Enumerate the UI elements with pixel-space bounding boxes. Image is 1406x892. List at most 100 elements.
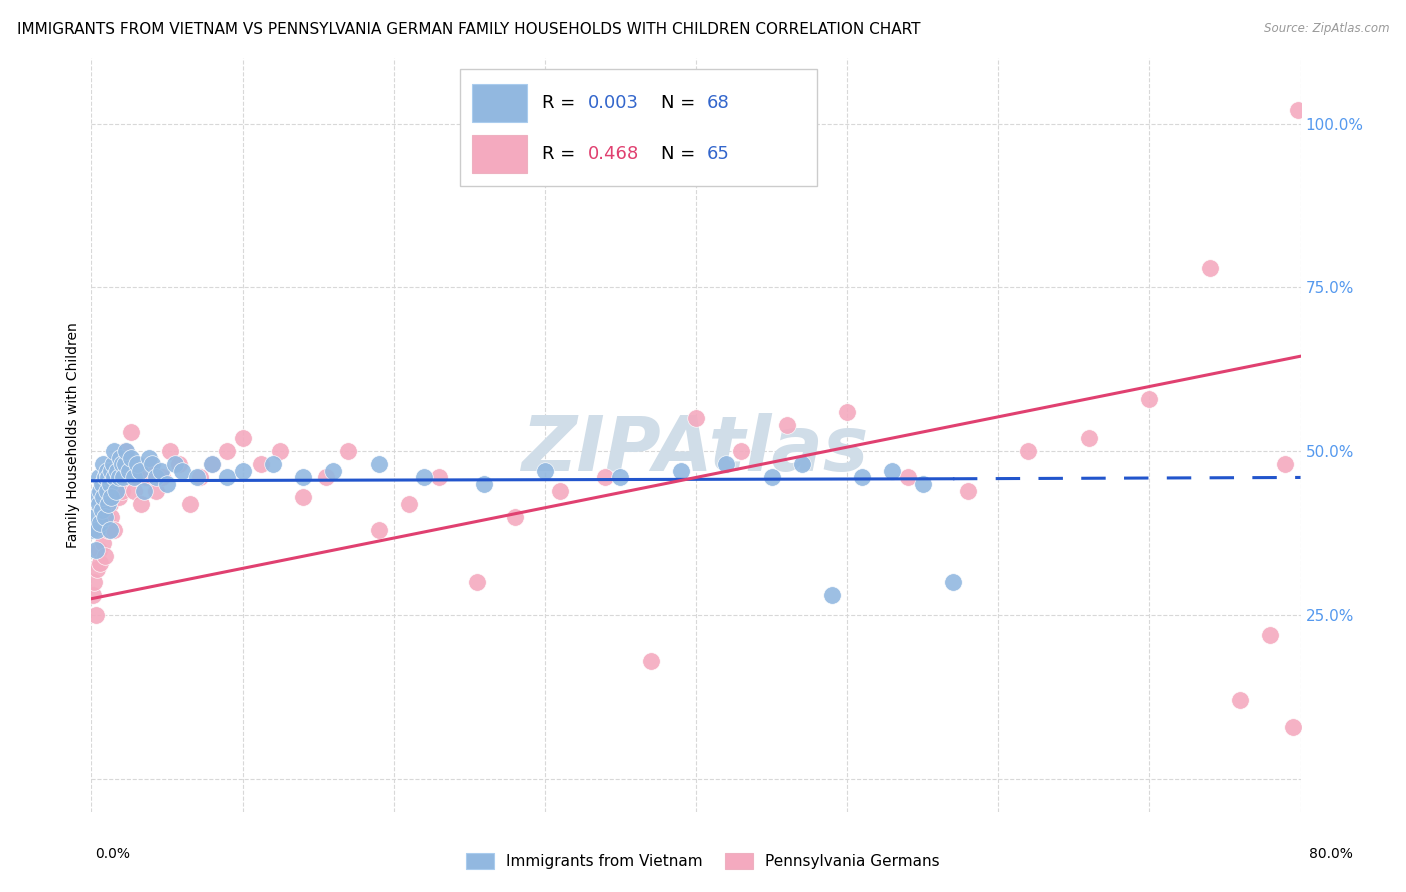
Point bbox=[217, 444, 239, 458]
Point bbox=[93, 458, 115, 472]
Point bbox=[100, 464, 122, 478]
Point bbox=[262, 458, 284, 472]
Point bbox=[107, 490, 129, 504]
Point bbox=[427, 470, 450, 484]
Point bbox=[167, 458, 190, 472]
Point bbox=[125, 458, 148, 472]
Point bbox=[118, 464, 141, 478]
Point bbox=[413, 470, 436, 484]
Point bbox=[115, 444, 138, 458]
Point bbox=[111, 458, 132, 472]
Point bbox=[292, 470, 315, 484]
Point bbox=[89, 516, 111, 531]
Text: 0.468: 0.468 bbox=[588, 145, 640, 162]
Point bbox=[96, 483, 118, 498]
Point bbox=[139, 458, 162, 472]
Point bbox=[141, 458, 163, 472]
Point bbox=[956, 483, 979, 498]
Point bbox=[98, 497, 121, 511]
Point bbox=[163, 458, 186, 472]
Point bbox=[135, 470, 157, 484]
Point bbox=[172, 464, 194, 478]
Point bbox=[1018, 444, 1040, 458]
Point bbox=[87, 542, 110, 557]
Point bbox=[911, 477, 934, 491]
Point bbox=[125, 470, 148, 484]
Point bbox=[1198, 260, 1220, 275]
Point bbox=[159, 444, 181, 458]
Text: 80.0%: 80.0% bbox=[1309, 847, 1353, 861]
Point bbox=[101, 483, 124, 498]
Point bbox=[367, 458, 389, 472]
Point bbox=[105, 464, 128, 478]
Point bbox=[609, 470, 631, 484]
Point bbox=[776, 417, 799, 432]
Point bbox=[835, 405, 858, 419]
Point bbox=[1282, 719, 1305, 733]
Point bbox=[128, 464, 150, 478]
Point bbox=[104, 483, 127, 498]
Text: R =: R = bbox=[543, 145, 582, 162]
Point bbox=[97, 470, 120, 484]
Point bbox=[595, 470, 617, 484]
Point bbox=[87, 470, 110, 484]
Point bbox=[367, 523, 389, 537]
Point bbox=[201, 458, 224, 472]
Point bbox=[730, 444, 752, 458]
Point bbox=[117, 470, 139, 484]
Point bbox=[134, 483, 156, 498]
Point bbox=[94, 470, 117, 484]
Point bbox=[114, 444, 136, 458]
Point bbox=[337, 444, 360, 458]
Text: 68: 68 bbox=[707, 95, 730, 112]
Point bbox=[89, 556, 111, 570]
Point bbox=[152, 470, 174, 484]
Point bbox=[107, 470, 129, 484]
Point bbox=[503, 509, 526, 524]
Text: N =: N = bbox=[661, 145, 702, 162]
Text: N =: N = bbox=[661, 95, 702, 112]
Point bbox=[465, 575, 488, 590]
Point bbox=[91, 477, 114, 491]
Text: 0.0%: 0.0% bbox=[96, 847, 131, 861]
Point bbox=[269, 444, 291, 458]
Point bbox=[84, 542, 107, 557]
Point bbox=[322, 464, 344, 478]
Point bbox=[112, 470, 135, 484]
Point bbox=[315, 470, 337, 484]
Point bbox=[93, 490, 115, 504]
Point bbox=[149, 464, 172, 478]
Text: 65: 65 bbox=[707, 145, 730, 162]
Point bbox=[145, 483, 167, 498]
Point bbox=[714, 458, 737, 472]
Y-axis label: Family Households with Children: Family Households with Children bbox=[66, 322, 80, 548]
Point bbox=[548, 483, 571, 498]
Point bbox=[851, 470, 873, 484]
Point bbox=[96, 509, 118, 524]
Point bbox=[122, 470, 145, 484]
Point bbox=[104, 470, 127, 484]
Point bbox=[82, 589, 104, 603]
Point bbox=[91, 523, 114, 537]
Point bbox=[93, 536, 115, 550]
Text: 0.003: 0.003 bbox=[588, 95, 640, 112]
Point bbox=[685, 411, 707, 425]
Point bbox=[83, 509, 105, 524]
Point bbox=[94, 509, 117, 524]
Point bbox=[398, 497, 420, 511]
Point bbox=[1274, 458, 1296, 472]
Point bbox=[122, 483, 145, 498]
Point bbox=[82, 523, 104, 537]
Text: ZIPAtlas: ZIPAtlas bbox=[522, 413, 870, 487]
Point bbox=[1286, 103, 1309, 118]
Point bbox=[98, 523, 121, 537]
Text: Source: ZipAtlas.com: Source: ZipAtlas.com bbox=[1264, 22, 1389, 36]
Point bbox=[101, 458, 124, 472]
Point bbox=[1260, 628, 1282, 642]
Point bbox=[108, 464, 131, 478]
Point bbox=[231, 464, 253, 478]
Point bbox=[84, 490, 107, 504]
Point bbox=[103, 444, 125, 458]
Point bbox=[145, 470, 167, 484]
FancyBboxPatch shape bbox=[460, 70, 817, 186]
